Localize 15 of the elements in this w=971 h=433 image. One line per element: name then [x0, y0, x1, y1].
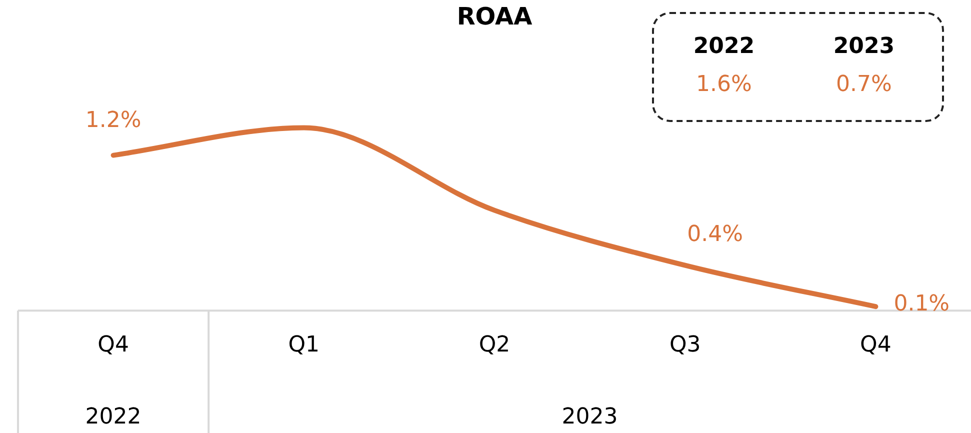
x-tick-label: Q2 — [478, 332, 510, 358]
x-tick-label: Q3 — [669, 332, 701, 358]
text: 2022 — [85, 404, 142, 430]
x-tick-label: Q1 — [288, 332, 320, 358]
data-label: 1.2% — [85, 108, 142, 134]
text: 2023 — [832, 34, 896, 59]
text: 2022 — [692, 34, 756, 59]
text: 2023 — [562, 404, 618, 430]
x-tick-label: Q4 — [860, 332, 892, 358]
chart-title: ROAA — [456, 2, 533, 31]
x-tick-label: Q4 — [98, 332, 129, 358]
text: 0.7% — [835, 72, 893, 97]
data-label: 0.1% — [894, 291, 950, 316]
text: 1.6% — [695, 72, 753, 97]
data-label: 0.4% — [687, 222, 744, 248]
